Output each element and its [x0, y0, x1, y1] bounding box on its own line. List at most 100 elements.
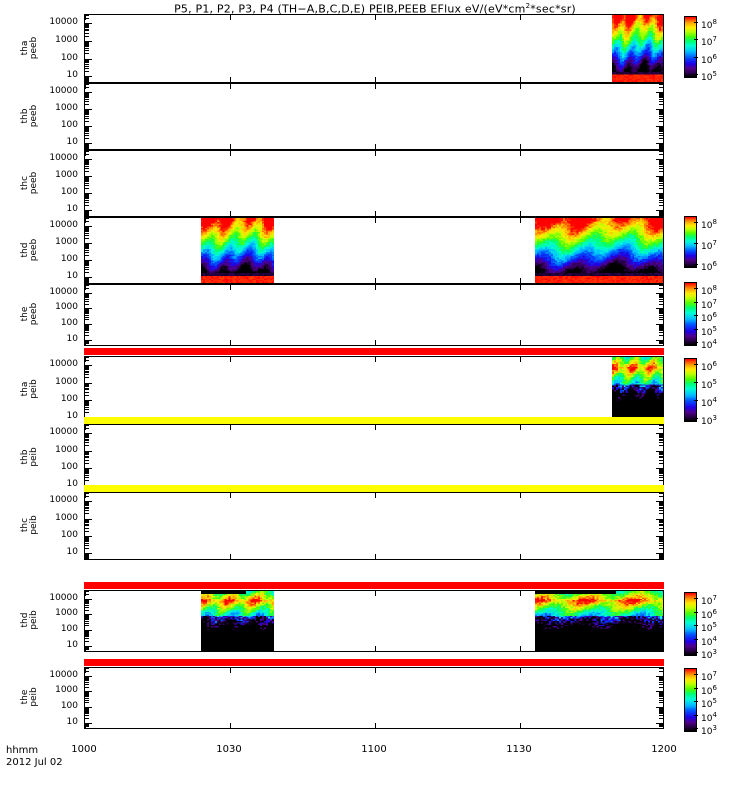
y-minor-tick [85, 247, 89, 248]
y-minor-tick [85, 95, 89, 97]
y-minor-tick-right [659, 726, 663, 728]
spectrogram-block-thd-peib-1 [535, 591, 663, 651]
x-major-tick-bottom [85, 723, 86, 728]
y-minor-tick-right [659, 428, 663, 430]
y-minor-tick [85, 244, 89, 245]
x-major-tick-top [375, 15, 376, 20]
y-minor-tick [85, 435, 89, 437]
y-minor-tick [85, 26, 89, 28]
y-major-tick [85, 399, 92, 401]
y-major-tick [85, 109, 92, 111]
y-major-tick [85, 40, 92, 42]
y-minor-tick [85, 238, 89, 240]
y-minor-tick [85, 537, 89, 539]
y-minor-tick-right [659, 185, 663, 187]
y-tick-label-thc-peeb-1e2: 100 [60, 187, 78, 198]
y-minor-tick [85, 539, 89, 541]
spectrogram-block-tha-peeb-0 [612, 15, 663, 82]
y-minor-tick-right [659, 164, 663, 166]
y-tick-label-tha-peeb-1e3: 1000 [55, 34, 78, 45]
y-tick-label-the-peib-1e4: 10000 [49, 669, 78, 680]
y-minor-tick [85, 454, 89, 456]
y-minor-tick-right [659, 676, 663, 678]
y-tick-label-tha-peeb-1e4: 10000 [49, 17, 78, 28]
y-minor-tick [85, 147, 89, 149]
y-minor-tick [85, 372, 89, 374]
y-minor-tick-right [659, 159, 663, 161]
y-minor-tick-right [659, 502, 663, 504]
x-major-tick-top [230, 15, 231, 20]
y-minor-tick [85, 670, 89, 672]
y-minor-tick [85, 707, 89, 709]
colorbar-tick-mark [694, 598, 698, 599]
y-minor-tick [85, 303, 89, 305]
band-thd-peib-bottom [84, 659, 664, 666]
colorbar-tick-mark [694, 652, 698, 653]
y-major-tick-right [656, 518, 663, 520]
y-minor-tick [85, 265, 89, 267]
colorbar-tick-label-cb-1-7: 107 [701, 35, 717, 49]
x-tick-label-1100: 1100 [361, 744, 387, 755]
y-minor-tick [85, 693, 89, 695]
y-minor-tick [85, 387, 89, 389]
colorbar-tick-label-cb-5-3: 103 [701, 648, 717, 661]
y-minor-tick-right [659, 525, 663, 527]
y-minor-tick [85, 647, 89, 649]
y-minor-tick [85, 110, 89, 111]
y-minor-tick [85, 111, 89, 113]
colorbar-gradient [685, 359, 696, 421]
y-minor-tick-right [659, 496, 663, 498]
y-minor-tick [85, 200, 89, 202]
y-minor-tick [85, 600, 89, 602]
y-minor-tick-right [659, 341, 663, 343]
y-minor-tick-right [659, 180, 663, 181]
x-major-tick-top [85, 285, 86, 290]
colorbar-tick-label-cb-3-7: 107 [701, 297, 717, 311]
y-minor-tick-right [659, 503, 663, 505]
y-minor-tick [85, 343, 89, 345]
y-minor-tick-right [659, 471, 663, 473]
y-minor-tick-right [659, 330, 663, 332]
y-minor-tick-right [659, 462, 663, 464]
y-minor-tick-right [659, 165, 663, 167]
y-minor-tick-right [659, 702, 663, 704]
y-minor-tick [85, 650, 89, 651]
band-tha-peib-bottom [84, 417, 664, 424]
y-major-tick-right [656, 553, 663, 555]
y-minor-tick [85, 521, 89, 523]
x-major-tick-bottom [85, 340, 86, 345]
x-major-tick-top [520, 218, 521, 223]
y-minor-tick [85, 76, 89, 78]
y-minor-tick [85, 272, 89, 274]
y-major-tick [85, 645, 92, 647]
y-minor-tick-right [659, 95, 663, 97]
y-minor-tick [85, 711, 89, 713]
x-major-tick-bottom [85, 77, 86, 82]
y-minor-tick-right [659, 94, 663, 96]
y-minor-tick-right [659, 452, 663, 454]
y-major-tick-right [656, 126, 663, 128]
y-minor-tick-right [659, 474, 663, 476]
y-minor-tick-right [659, 686, 663, 688]
y-minor-tick-right [659, 183, 663, 185]
y-tick-label-thd-peeb-1e2: 100 [60, 254, 78, 265]
figure-title-main: P5, P1, P2, P3, P4 (TH−A,B,C,D,E) PEIB,P… [174, 2, 526, 16]
y-minor-tick [85, 198, 89, 200]
spectrogram-block-thd-peib-0 [201, 591, 274, 651]
y-minor-tick [85, 162, 89, 164]
y-minor-tick-right [659, 342, 663, 344]
y-major-tick [85, 365, 92, 367]
y-minor-tick [85, 188, 89, 190]
y-minor-tick [85, 144, 89, 146]
y-minor-tick-right [659, 710, 663, 712]
y-minor-tick [85, 344, 89, 345]
y-minor-tick-right [659, 679, 663, 681]
x-major-tick-top [85, 151, 86, 156]
y-minor-tick [85, 505, 89, 507]
y-tick-label-thb-peib-1e2: 100 [60, 461, 78, 472]
y-minor-tick-right [659, 151, 663, 153]
y-minor-tick [85, 324, 89, 326]
y-tick-label-thc-peib-1e1: 10 [66, 547, 78, 558]
y-minor-tick [85, 434, 89, 436]
y-minor-tick-right [659, 445, 663, 447]
